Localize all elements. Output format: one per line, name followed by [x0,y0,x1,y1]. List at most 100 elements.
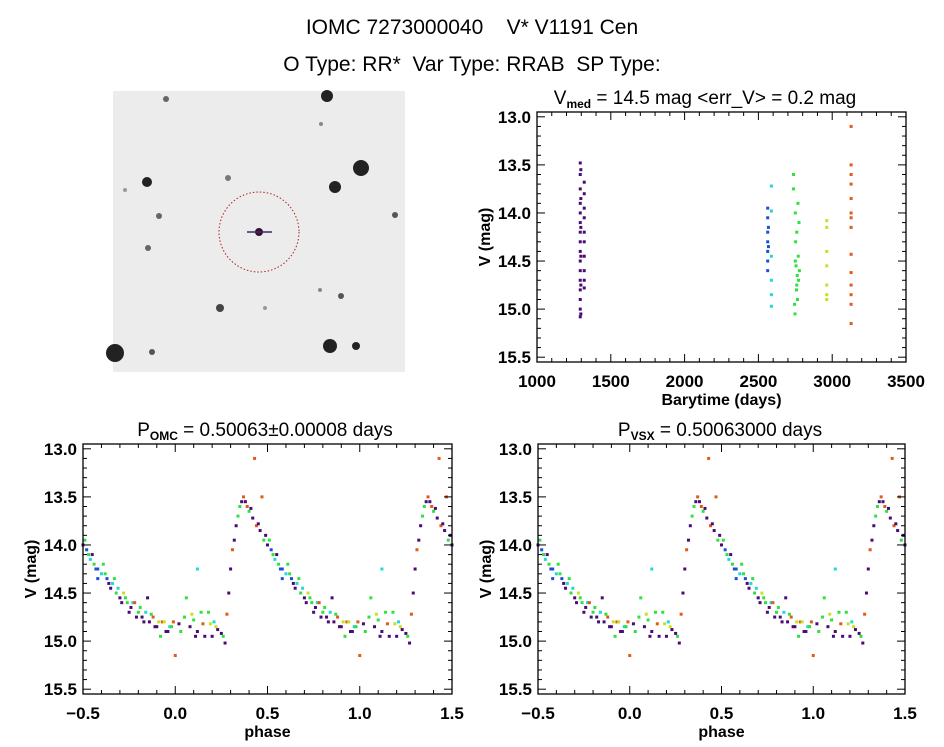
data-point [96,577,100,581]
data-point [767,605,771,609]
data-point [219,631,223,635]
data-point [573,596,577,600]
data-point [844,610,848,614]
data-point [896,529,900,533]
data-point [745,581,749,585]
data-point [578,298,582,301]
data-point [800,620,804,624]
data-point [792,187,796,191]
data-point [278,567,282,571]
data-point [107,581,111,585]
data-point [753,591,757,595]
data-point [147,620,151,624]
data-point [140,615,144,619]
x-tick-label: −0.5 [66,704,100,723]
data-point [376,618,380,622]
data-point [247,509,251,513]
data-point [670,628,674,632]
data-point [850,620,854,624]
data-point [864,591,868,595]
data-point [194,634,198,638]
data-point [547,562,551,566]
data-point [291,581,295,585]
data-point [703,506,707,510]
data-point [633,630,637,633]
data-point [776,605,780,609]
data-point [380,567,384,571]
data-point [699,505,703,508]
data-point [825,249,829,253]
data-point [631,622,635,626]
data-point [578,211,582,215]
data-point [133,601,137,605]
data-point [578,221,582,225]
data-point [567,577,571,581]
x-tick-label: −0.5 [521,704,555,723]
data-point [157,620,161,624]
data-point [118,596,122,600]
data-point [85,548,89,552]
data-point [582,216,586,220]
data-point [352,625,356,629]
y-tick-label: 15.0 [499,632,532,651]
data-point [373,625,377,629]
data-point [558,572,562,576]
data-point [825,219,829,223]
data-point [668,625,672,629]
data-point [578,288,582,292]
data-point [769,209,773,213]
data-point [88,557,92,561]
data-point [743,577,747,581]
data-point [589,615,593,619]
data-point [611,620,615,624]
data-point [151,615,155,619]
data-point [578,278,582,282]
data-point [417,538,421,542]
data-point [301,586,305,590]
data-point [663,622,667,626]
data-point [793,259,797,263]
data-point [334,612,338,616]
data-point [817,630,821,633]
data-point [96,567,100,571]
data-point [604,612,608,616]
data-point [345,620,349,624]
data-point [794,264,798,268]
data-point [579,254,583,258]
data-point [275,553,279,557]
data-point [796,254,800,258]
data-point [184,596,188,600]
data-point [543,557,547,561]
data-point [582,192,586,196]
data-point [214,625,218,629]
data-point [367,615,371,619]
data-point [795,230,799,234]
data-point [825,283,829,287]
data-point [619,630,623,633]
data-point [825,293,829,297]
data-point [363,630,367,633]
data-point [609,625,613,629]
data-point [849,182,853,186]
data-point [92,562,96,566]
data-point [815,622,819,626]
data-point [87,553,91,557]
data-point [740,562,744,566]
data-point [789,615,793,619]
data-point [385,622,389,626]
data-point [849,283,853,287]
data-point [578,240,582,244]
data-point [866,567,870,571]
data-point [232,538,236,542]
data-point [690,514,694,518]
data-point [890,456,894,460]
data-point [798,620,802,624]
data-point [701,509,705,513]
data-point [793,312,797,316]
data-point [182,615,186,619]
data-point [868,548,872,552]
data-point [540,548,544,552]
data-point [328,610,332,614]
data-point [899,538,903,542]
data-point [125,601,129,605]
